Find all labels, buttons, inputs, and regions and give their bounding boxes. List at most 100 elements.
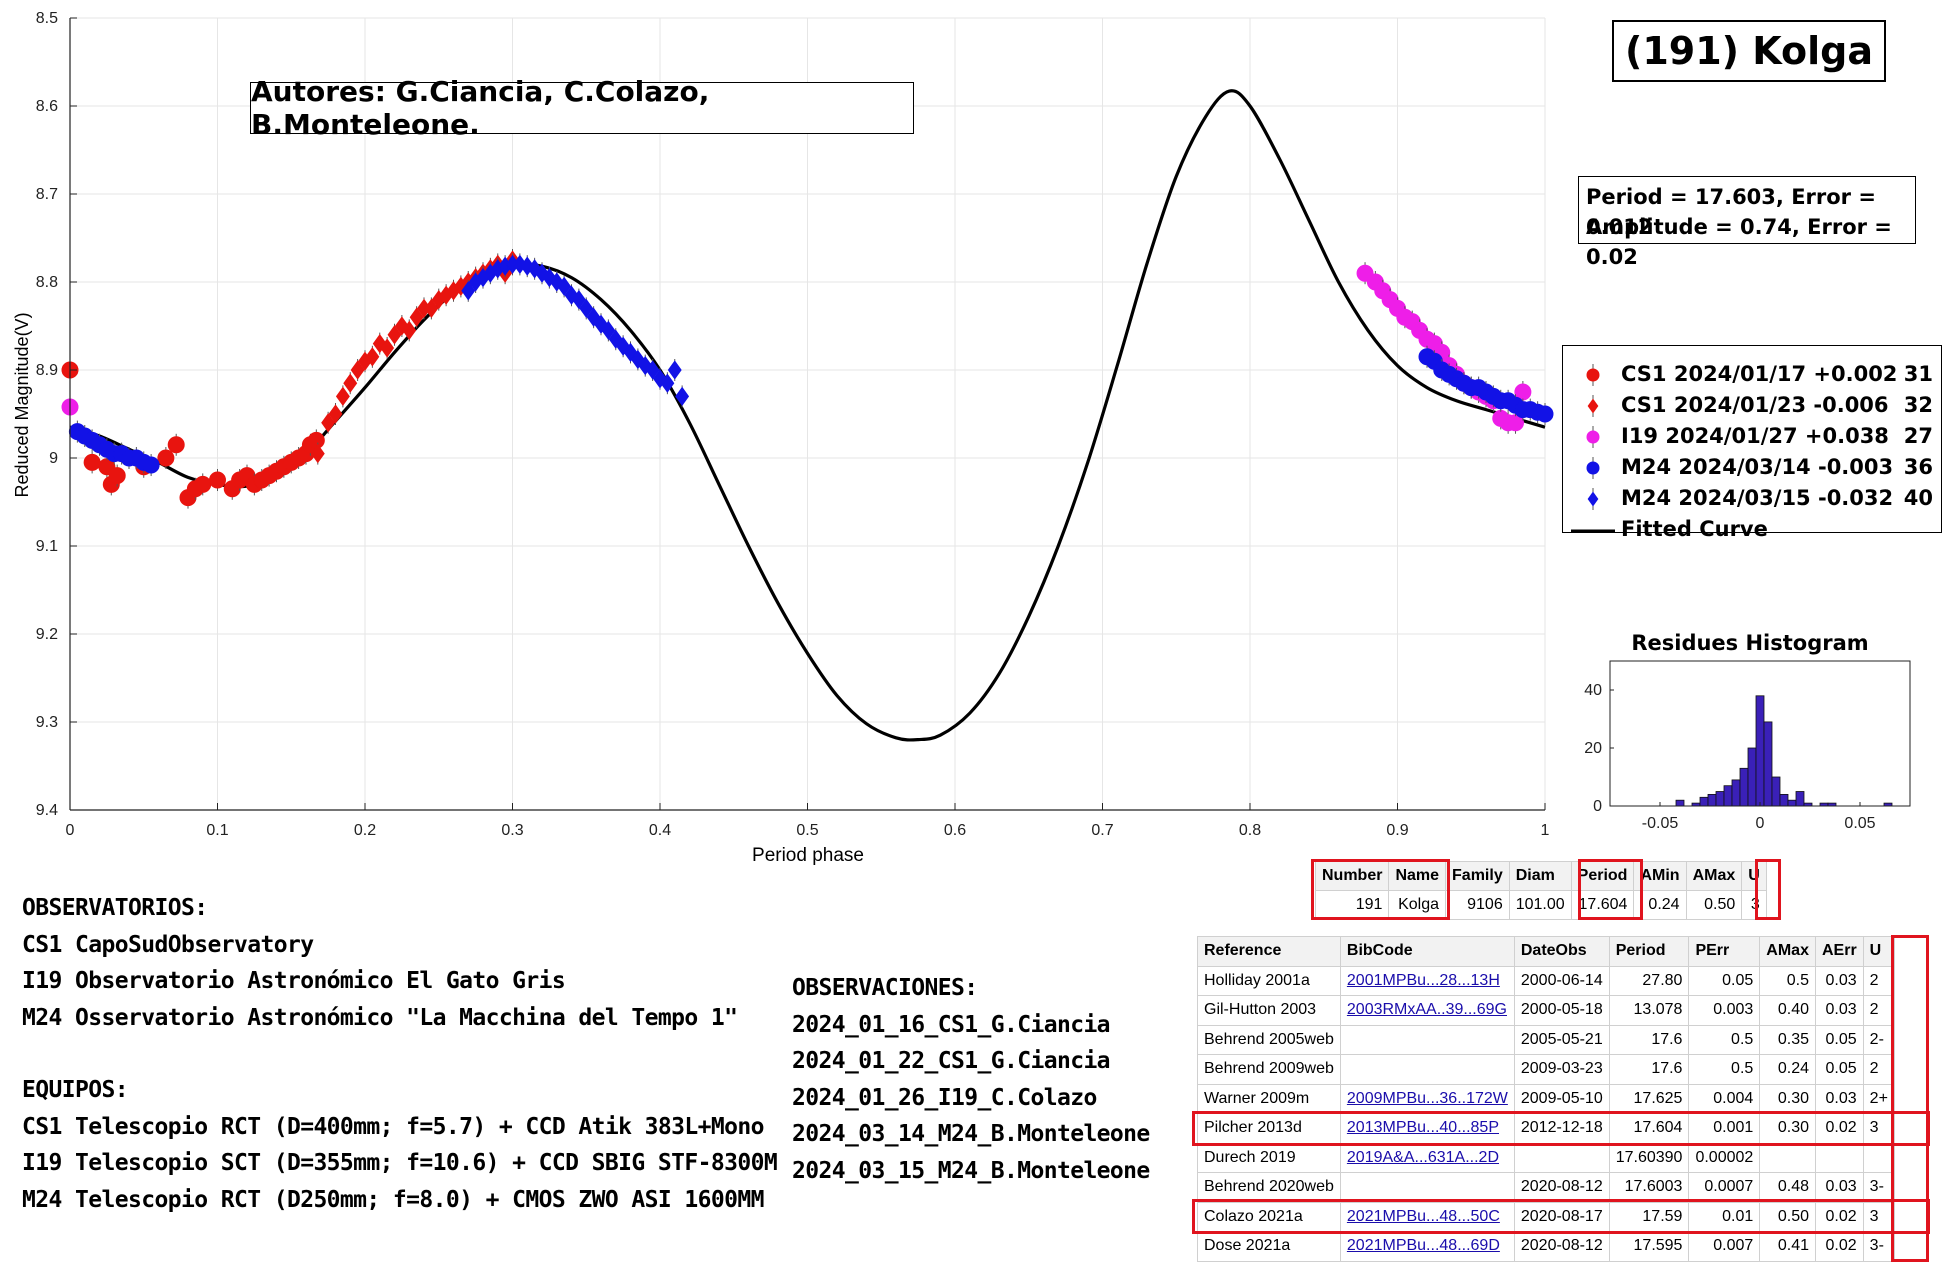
legend-marker xyxy=(1586,426,1600,448)
reference-header-row: Reference BibCode DateObs Period PErr AMax AEr… xyxy=(1197,936,1895,967)
histogram-axes: -0.05 0 0.05 0 20 40 xyxy=(1584,660,1911,832)
histogram-bar xyxy=(1763,721,1773,807)
legend-entry: Fitted Curve xyxy=(1563,515,1941,545)
data-point xyxy=(108,467,126,485)
ref-cell-perr: 0.05 xyxy=(1688,965,1761,996)
histogram-bar xyxy=(1795,791,1805,807)
equipo-line: I19 Telescopio SCT (D=355mm; f=10.6) + C… xyxy=(22,1150,778,1176)
ref-cell-u: 2- xyxy=(1862,1024,1895,1055)
bibcode-link[interactable]: 2003RMxAA..39...69G xyxy=(1339,995,1515,1026)
observatorios-heading: OBSERVATORIOS: xyxy=(22,895,208,921)
legend-marker xyxy=(1571,529,1615,533)
ref-cell-amax: 0.41 xyxy=(1759,1231,1816,1262)
histogram-bar xyxy=(1699,796,1709,807)
x-tick-label: 0.7 xyxy=(1091,822,1113,839)
legend-count: 32 xyxy=(1903,393,1933,417)
tick-labels: 0 0.1 0.2 0.3 0.4 0.5 0.6 0.7 0.8 0.9 1 8.5 8.6 8.7 8.… xyxy=(36,10,1550,839)
ref-cell-dateobs: 2009-05-10 xyxy=(1513,1083,1610,1114)
histogram-bar xyxy=(1755,695,1765,807)
lcdb-header-number: Number xyxy=(1314,861,1390,891)
ref-cell-period: 17.604 xyxy=(1608,1113,1690,1144)
hist-y-tick-label: 0 xyxy=(1593,798,1602,815)
histogram-bar xyxy=(1723,785,1733,807)
y-tick-label: 8.8 xyxy=(36,274,58,291)
ref-header-period: Period xyxy=(1608,936,1690,967)
lcdb-amin: 0.24 xyxy=(1633,890,1687,920)
legend-label: CS1 2024/01/23 -0.006 xyxy=(1621,393,1889,417)
ref-cell-amax: 0.24 xyxy=(1759,1054,1816,1085)
lcdb-header-period: Period xyxy=(1570,861,1635,891)
lcdb-header-diam: Diam xyxy=(1508,861,1572,891)
ref-header-dateobs: DateObs xyxy=(1513,936,1610,967)
hist-x-tick-label: -0.05 xyxy=(1642,815,1679,832)
lcdb-family: 9106 xyxy=(1445,890,1510,920)
data-point xyxy=(461,281,476,301)
lcdb-period: 17.604 xyxy=(1570,890,1635,920)
ref-cell-period: 17.6003 xyxy=(1608,1172,1690,1203)
observacion-line: 2024_01_16_CS1_G.Ciancia xyxy=(792,1011,1111,1038)
legend-entry: CS1 2024/01/23 -0.006 32 xyxy=(1563,391,1941,421)
ref-cell-aerr xyxy=(1814,1142,1864,1173)
ref-cell-aerr: 0.03 xyxy=(1814,1083,1864,1114)
lcdb-header-amin: AMin xyxy=(1633,861,1687,891)
ref-cell-dateobs: 2020-08-12 xyxy=(1513,1231,1610,1262)
ref-cell-u: 3- xyxy=(1862,1231,1895,1262)
legend-marker xyxy=(1586,457,1600,479)
observaciones-heading: OBSERVACIONES: xyxy=(792,975,978,1001)
equipo-line: CS1 Telescopio RCT (D=400mm; f=5.7) + CC… xyxy=(22,1113,764,1140)
ref-header-u: U xyxy=(1862,936,1895,967)
histogram-bar xyxy=(1787,799,1797,807)
table-row: Pilcher 2013d 2013MPBu...40...85P 2012-12-… xyxy=(1197,1113,1895,1144)
legend-count: 31 xyxy=(1903,362,1933,386)
ref-cell-perr: 0.01 xyxy=(1688,1201,1761,1232)
bibcode-link xyxy=(1339,1054,1515,1085)
data-point xyxy=(660,373,675,393)
histogram-bar xyxy=(1747,747,1757,807)
ref-cell-amax: 0.5 xyxy=(1759,965,1816,996)
ref-cell-period: 13.078 xyxy=(1608,995,1690,1026)
lcdb-u: 3 xyxy=(1741,890,1767,920)
legend-swatch xyxy=(1586,461,1600,475)
legend-label: I19 2024/01/27 +0.038 xyxy=(1621,424,1889,448)
observatorio-line: M24 Osservatorio Astronómico "La Macchin… xyxy=(22,1004,738,1031)
ref-cell-period: 17.59 xyxy=(1608,1201,1690,1232)
legend-entry: CS1 2024/01/17 +0.002 31 xyxy=(1563,360,1941,390)
ref-cell-u xyxy=(1862,1142,1895,1173)
histogram-bar xyxy=(1739,767,1749,807)
ref-cell-reference: Warner 2009m xyxy=(1197,1083,1341,1114)
fit-info-box: Period = 17.603, Error = 0.012 Amplitude… xyxy=(1578,176,1916,269)
observacion-line: 2024_01_22_CS1_G.Ciancia xyxy=(792,1048,1111,1074)
legend-count: 27 xyxy=(1903,424,1933,448)
equipos-heading: EQUIPOS: xyxy=(22,1077,129,1103)
data-point xyxy=(83,453,101,471)
ref-cell-aerr: 0.02 xyxy=(1814,1113,1864,1144)
series-i19-2024-01-27 xyxy=(61,262,1532,434)
bibcode-link[interactable]: 2013MPBu...40...85P xyxy=(1339,1113,1515,1144)
legend-entry: M24 2024/03/15 -0.032 40 xyxy=(1563,484,1941,514)
data-point xyxy=(321,413,336,433)
histogram-bars xyxy=(1675,695,1893,807)
histogram-bar xyxy=(1707,793,1717,807)
data-point xyxy=(667,360,682,380)
ref-cell-dateobs: 2020-08-12 xyxy=(1513,1172,1610,1203)
ref-cell-aerr: 0.05 xyxy=(1814,1024,1864,1055)
x-tick-label: 0.9 xyxy=(1386,822,1408,839)
data-point xyxy=(645,360,660,380)
bibcode-link[interactable]: 2019A&A...631A...2D xyxy=(1339,1142,1515,1173)
bibcode-link xyxy=(1339,1172,1515,1203)
observatorios-block: OBSERVATORIOS: CS1 CapoSudObservatory I1… xyxy=(22,890,778,1218)
data-point xyxy=(675,386,690,407)
bibcode-link[interactable]: 2001MPBu...28...13H xyxy=(1339,965,1515,996)
bibcode-link[interactable]: 2009MPBu...36..172W xyxy=(1339,1083,1515,1114)
ref-cell-reference: Pilcher 2013d xyxy=(1197,1113,1341,1144)
data-point xyxy=(409,307,424,327)
data-point xyxy=(328,404,343,424)
legend-entry: I19 2024/01/27 +0.038 27 xyxy=(1563,422,1941,452)
legend-label: M24 2024/03/15 -0.032 xyxy=(1621,486,1894,510)
bibcode-link[interactable]: 2021MPBu...48...69D xyxy=(1339,1231,1515,1262)
bibcode-link[interactable]: 2021MPBu...48...50C xyxy=(1339,1201,1515,1232)
ref-cell-u: 2+ xyxy=(1862,1083,1895,1114)
table-row: Warner 2009m 2009MPBu...36..172W 2009-05-1… xyxy=(1197,1083,1895,1114)
data-point xyxy=(601,320,616,341)
hist-y-tick-label: 20 xyxy=(1584,740,1602,757)
